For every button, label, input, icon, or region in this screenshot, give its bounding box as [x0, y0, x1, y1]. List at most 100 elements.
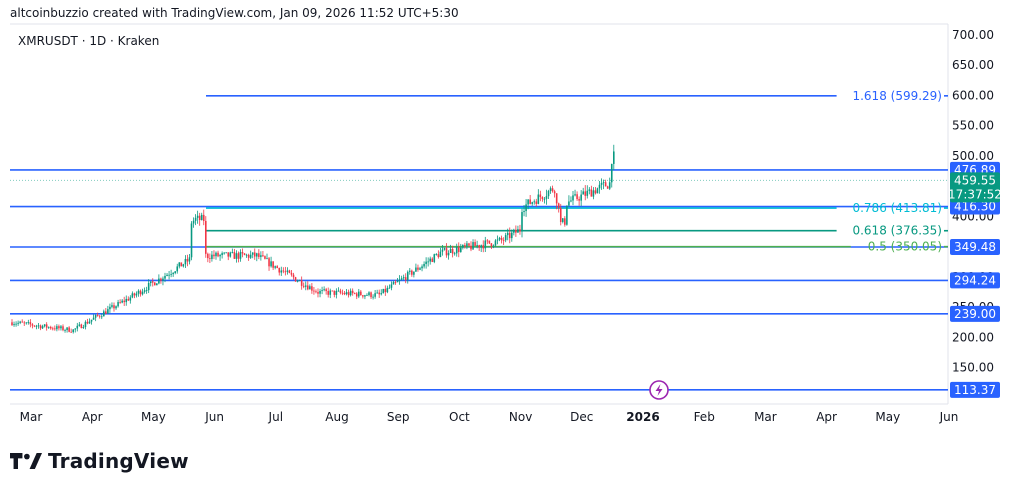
candle-body — [160, 278, 162, 281]
symbol-label[interactable]: XMRUSDT · 1D · Kraken — [18, 34, 160, 48]
candle-body — [231, 252, 234, 253]
candle-body — [247, 254, 250, 258]
candle-body — [423, 263, 425, 267]
candle-body — [341, 292, 344, 294]
candle-body — [370, 292, 372, 298]
candle-body — [588, 189, 591, 191]
candle-body — [564, 218, 566, 225]
candle-body — [464, 245, 466, 247]
candle-body — [392, 282, 395, 285]
candle-body — [398, 279, 401, 282]
candle-body — [286, 270, 289, 272]
candle-body — [284, 271, 287, 273]
price-tick-label: 700.00 — [952, 28, 994, 42]
candle-body — [25, 322, 28, 324]
candle-body — [439, 251, 442, 258]
candle-body — [111, 305, 113, 307]
candle-body — [531, 202, 533, 204]
last-price-label: 459.55 — [954, 173, 996, 187]
candle-body — [441, 249, 444, 252]
candle-body — [235, 253, 238, 259]
time-axis-label: Jun — [204, 410, 224, 424]
candle-body — [149, 281, 152, 284]
candle-body — [511, 232, 513, 239]
candle-body — [168, 274, 170, 276]
price-level-label: 349.48 — [954, 240, 996, 254]
candle-body — [476, 245, 478, 247]
candle-body — [415, 267, 417, 272]
candle-body — [45, 324, 48, 328]
price-level-tag — [950, 381, 1000, 398]
candle-body — [586, 190, 589, 196]
last-price-tag — [950, 172, 1000, 203]
candle-body — [425, 261, 427, 264]
candle-body — [139, 290, 142, 295]
tradingview-brand[interactable]: TradingView — [10, 447, 189, 475]
candle-body — [135, 293, 138, 296]
candle-body — [572, 195, 574, 201]
candle-body — [506, 232, 509, 236]
candle-body — [553, 191, 556, 194]
candle-body — [570, 200, 572, 202]
candle-body — [613, 151, 615, 164]
candle-body — [500, 237, 503, 241]
candle-body — [47, 326, 50, 328]
candle-body — [141, 291, 144, 295]
candle-body — [496, 239, 499, 241]
candle-body — [492, 245, 495, 247]
price-level-label: 294.24 — [954, 273, 996, 287]
candle-body — [321, 290, 323, 291]
candle-body — [576, 194, 578, 200]
candle-body — [109, 306, 111, 310]
candle-body — [333, 290, 336, 295]
candle-body — [164, 275, 166, 279]
candle-body — [294, 277, 297, 282]
candle-body — [298, 280, 301, 281]
candle-body — [292, 274, 295, 278]
candle-body — [54, 328, 56, 330]
candle-body — [311, 286, 313, 291]
candle-body — [192, 220, 195, 224]
price-level-tag — [950, 305, 1000, 322]
candle-body — [188, 257, 191, 262]
candle-body — [364, 295, 366, 297]
candle-body — [196, 215, 199, 218]
candle-body — [123, 300, 125, 303]
candle-body — [484, 240, 487, 249]
candle-body — [105, 311, 107, 314]
candle-body — [262, 255, 264, 257]
candle-body — [74, 328, 77, 330]
candle-body — [94, 315, 97, 318]
candle-body — [592, 190, 595, 197]
candle-body — [478, 245, 480, 248]
candle-body — [339, 290, 342, 293]
candle-body — [288, 270, 291, 273]
candle-body — [107, 309, 109, 314]
candle-body — [15, 323, 17, 325]
candle-body — [445, 248, 448, 256]
time-axis-label: Mar — [754, 410, 777, 424]
candle-body — [433, 254, 436, 262]
candle-body — [117, 302, 119, 307]
candle-body — [264, 256, 266, 259]
candle-body — [545, 196, 548, 199]
candle-body — [162, 278, 164, 281]
candle-body — [56, 326, 58, 330]
candle-body — [390, 284, 393, 288]
candle-body — [274, 266, 276, 268]
candle-body — [396, 281, 399, 283]
candle-body — [388, 287, 391, 289]
candle-body — [205, 220, 207, 254]
candle-body — [559, 207, 562, 222]
candle-body — [200, 214, 203, 221]
candle-body — [103, 311, 105, 317]
candle-body — [347, 292, 350, 296]
candle-body — [568, 201, 570, 206]
candle-body — [178, 262, 181, 267]
candle-body — [33, 325, 36, 327]
candle-body — [431, 258, 434, 262]
candle-body — [119, 302, 121, 303]
tradingview-logo-icon — [10, 453, 42, 469]
candle-body — [482, 245, 485, 249]
